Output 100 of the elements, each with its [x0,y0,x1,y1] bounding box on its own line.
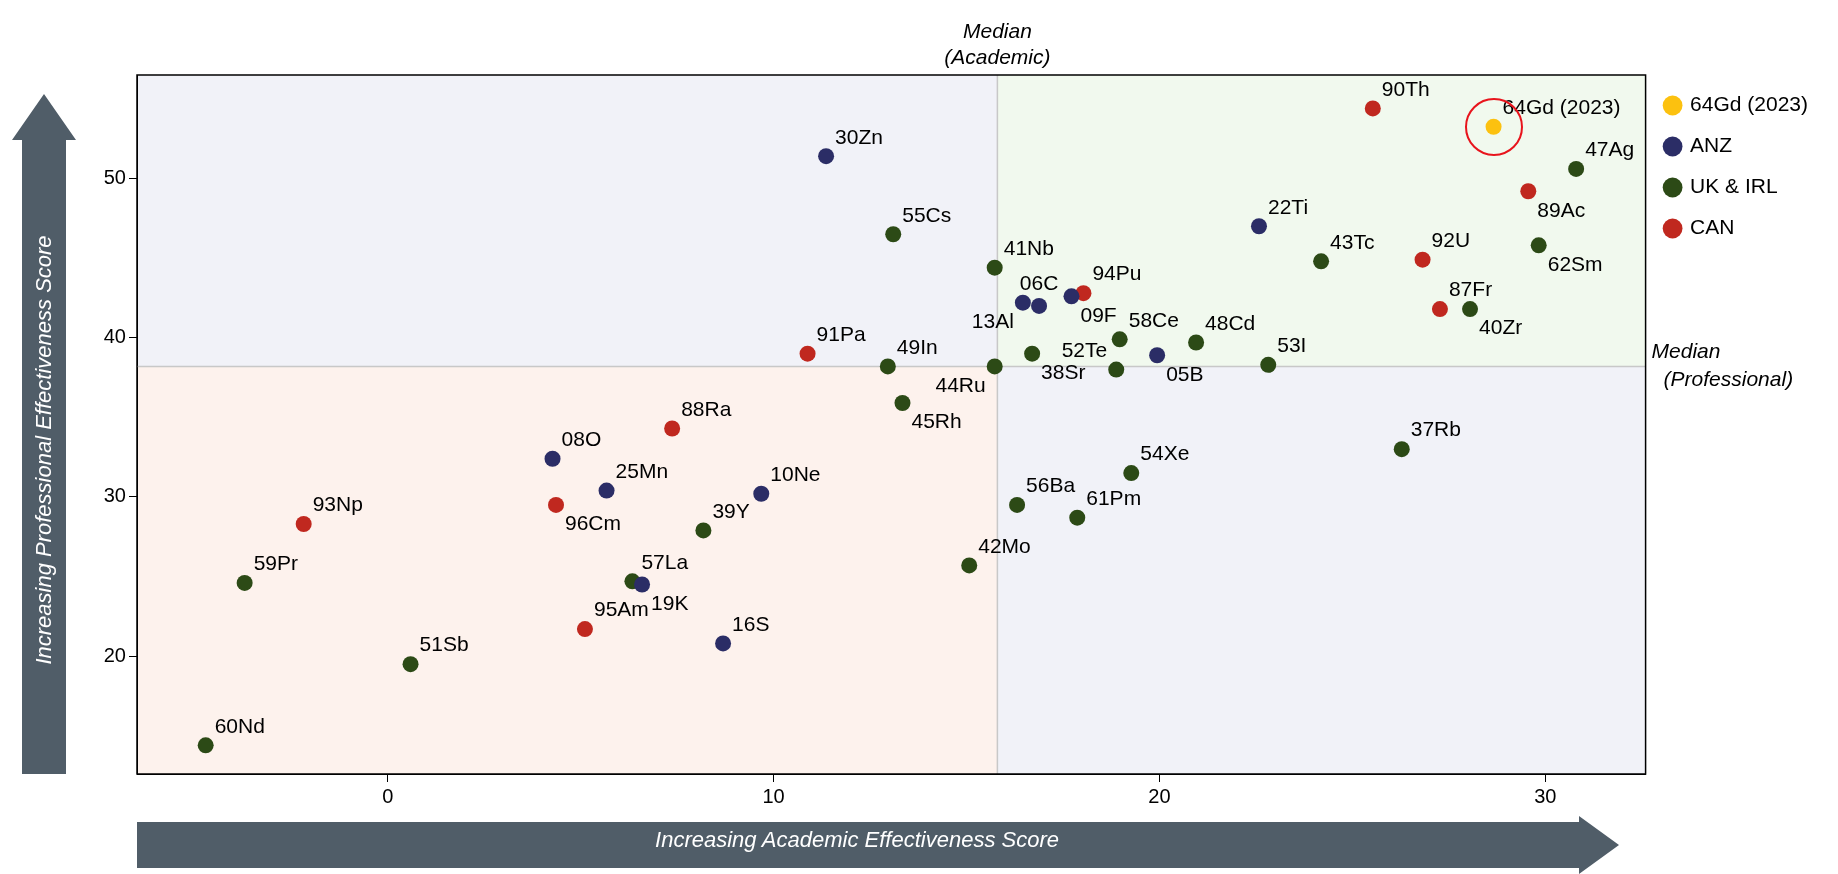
annotation: 37Rb [1410,417,1461,441]
annotation: 51Sb [419,632,469,656]
annotation: 43Tc [1330,229,1375,253]
point [664,420,681,437]
point [1250,218,1267,235]
point [1568,160,1585,177]
point [879,358,896,375]
annotation: 59Pr [253,551,299,575]
legend-label: UK & IRL [1690,174,1778,198]
point [1364,100,1381,117]
annotation: 47Ag [1585,137,1635,161]
annotation: 91Pa [816,321,866,345]
annotation: 06C [1019,271,1059,295]
annotation: 13Al [971,308,1014,332]
point [1123,465,1140,482]
annotation: 53I [1277,333,1307,357]
annotation: 95Am [593,597,649,621]
point [576,621,593,638]
point [236,574,253,591]
annotation: 09F [1080,302,1117,326]
annotation: 87Fr [1448,277,1493,301]
point [961,557,978,574]
annotation: 88Ra [681,396,732,420]
annotation: 93Np [312,492,363,516]
y-tick-label: 40 [103,325,126,348]
annotation: 61Pm [1086,485,1142,509]
x-tick-label: 10 [762,784,785,807]
point [818,148,835,165]
point [295,516,312,533]
point [1024,345,1041,362]
point [1069,509,1086,526]
annotation: 57La [641,549,689,573]
annotation: 89Ac [1537,197,1586,221]
annotation: 94Pu [1092,261,1142,285]
point [753,485,770,502]
point [1014,294,1031,311]
point [1414,251,1431,268]
point [1111,331,1128,348]
point [986,259,1003,276]
annotation: 49In [896,334,938,358]
point [634,576,651,593]
legend-label: ANZ [1690,133,1733,157]
point [1188,334,1205,351]
y-tick-label: 30 [103,484,126,507]
annotation: 38Sr [1041,359,1086,383]
x-tick-label: 0 [382,784,394,807]
annotation: 40Zr [1479,315,1523,339]
legend-label: CAN [1690,215,1735,239]
point [1313,253,1330,270]
point [1462,301,1479,318]
annotation: 22Ti [1267,194,1309,218]
annotation: 54Xe [1140,441,1190,465]
annotation: 56Ba [1026,473,1076,497]
point [1063,288,1080,305]
point [544,450,561,467]
x-tick-label: 30 [1534,784,1557,807]
annotation: 55Cs [902,202,952,226]
y-tick-label: 20 [103,643,126,666]
annotation: 52Te [1061,337,1108,361]
x-axis-title: Increasing Academic Effectiveness Score [654,826,1060,854]
point [1031,297,1048,314]
point [197,737,214,754]
x-tick-label: 20 [1148,784,1171,807]
annotation: 60Nd [214,713,265,737]
point [402,656,419,673]
annotation: 41Nb [1003,235,1054,259]
point [894,395,911,412]
annotation: 48Cd [1205,310,1256,334]
annotation: 45Rh [911,409,962,433]
point [715,635,732,652]
ref-line-label: Median (Professional) [1651,339,1794,391]
annotation: 19K [651,590,689,614]
annotation: 96Cm [565,511,622,535]
annotation: 08O [561,427,602,451]
point [885,226,902,243]
ref-line-label: Median (Academic) [944,19,1051,69]
annotation: 30Zn [835,124,883,148]
point [1009,496,1026,513]
annotation: 25Mn [615,458,669,482]
annotation: 92U [1431,228,1471,251]
point [1108,361,1125,378]
point [1149,347,1166,364]
annotation: 16S [732,611,770,635]
annotation: 05B [1166,361,1204,385]
y-axis-title: Increasing Professional Effectiveness Score [30,234,57,667]
annotation: 58Ce [1128,307,1179,331]
point [598,482,615,499]
annotation: 42Mo [978,533,1031,557]
y-tick-label: 50 [103,166,126,189]
point [986,358,1003,375]
point [1393,441,1410,458]
annotation: 10Ne [770,462,821,486]
point [1530,237,1547,254]
point [799,345,816,362]
annotation: 44Ru [935,372,986,396]
point [695,522,712,539]
annotation: 90Th [1381,76,1430,100]
point [1520,183,1537,200]
legend-label: 64Gd (2023) [1690,92,1809,116]
point [548,496,565,513]
